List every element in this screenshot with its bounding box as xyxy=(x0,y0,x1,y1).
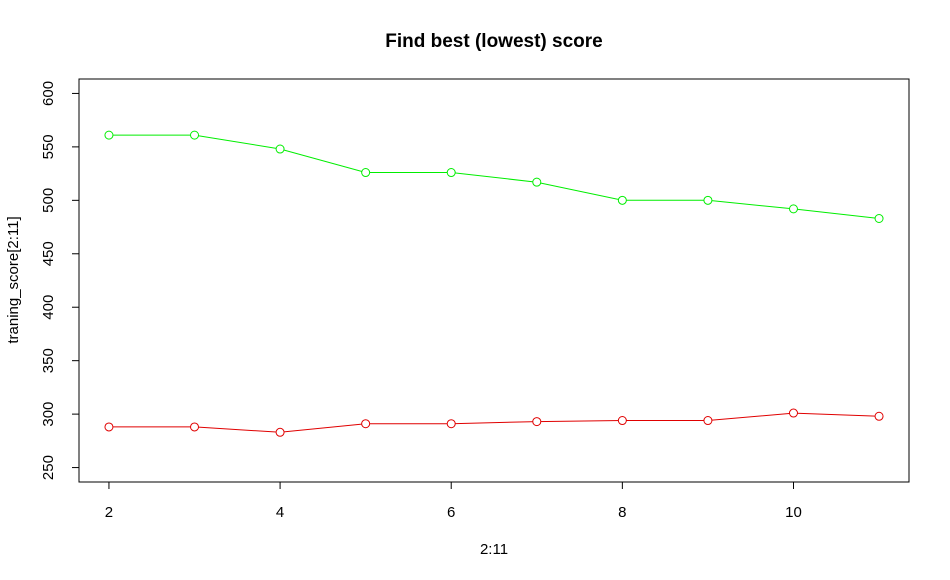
y-axis-label: traning_score[2:11] xyxy=(5,216,22,343)
series-0-point-2 xyxy=(275,144,285,154)
chart-title: Find best (lowest) score xyxy=(385,31,602,52)
y-tick-label-1: 300 xyxy=(40,402,57,427)
series-1-point-1 xyxy=(190,422,200,432)
series-0-point-1 xyxy=(190,130,200,140)
x-axis: 2 4 6 8 10 xyxy=(105,482,802,521)
x-tick-label-4: 10 xyxy=(785,504,802,521)
series-1-point-3 xyxy=(361,419,371,429)
series-1-point-6 xyxy=(617,416,627,426)
series-0-point-7 xyxy=(703,195,713,205)
x-axis-label: 2:11 xyxy=(480,541,508,558)
series-1-point-5 xyxy=(532,417,542,427)
y-tick-label-4: 450 xyxy=(40,241,57,266)
series-layer xyxy=(104,130,884,437)
y-tick-label-7: 600 xyxy=(40,81,57,106)
x-tick-label-3: 8 xyxy=(618,504,626,521)
x-tick-label-0: 2 xyxy=(105,504,113,521)
y-tick-label-6: 550 xyxy=(40,134,57,159)
series-0-point-9 xyxy=(874,214,884,223)
y-tick-label-2: 350 xyxy=(40,348,57,373)
series-1-point-8 xyxy=(788,408,798,418)
series-1 xyxy=(104,408,884,437)
series-0-point-4 xyxy=(446,168,456,178)
y-tick-label-0: 250 xyxy=(40,455,57,480)
series-0-point-5 xyxy=(532,177,542,187)
series-1-point-9 xyxy=(874,411,884,421)
y-tick-label-5: 500 xyxy=(40,188,57,213)
x-tick-label-2: 6 xyxy=(447,504,455,521)
plot-frame xyxy=(78,78,910,483)
series-1-line xyxy=(108,412,880,433)
series-1-point-4 xyxy=(446,419,456,429)
series-0-point-6 xyxy=(617,195,627,205)
series-0-point-3 xyxy=(361,168,371,178)
series-0-point-8 xyxy=(788,204,798,214)
series-0-line xyxy=(108,134,880,219)
series-1-point-7 xyxy=(703,416,713,426)
y-tick-label-3: 400 xyxy=(40,295,57,320)
series-0 xyxy=(104,130,884,223)
x-tick-label-1: 4 xyxy=(276,504,284,521)
series-1-point-0 xyxy=(104,422,114,432)
series-0-point-0 xyxy=(104,130,114,140)
y-axis: 250 300 350 400 450 500 550 600 xyxy=(40,81,79,480)
series-1-point-2 xyxy=(275,427,285,437)
